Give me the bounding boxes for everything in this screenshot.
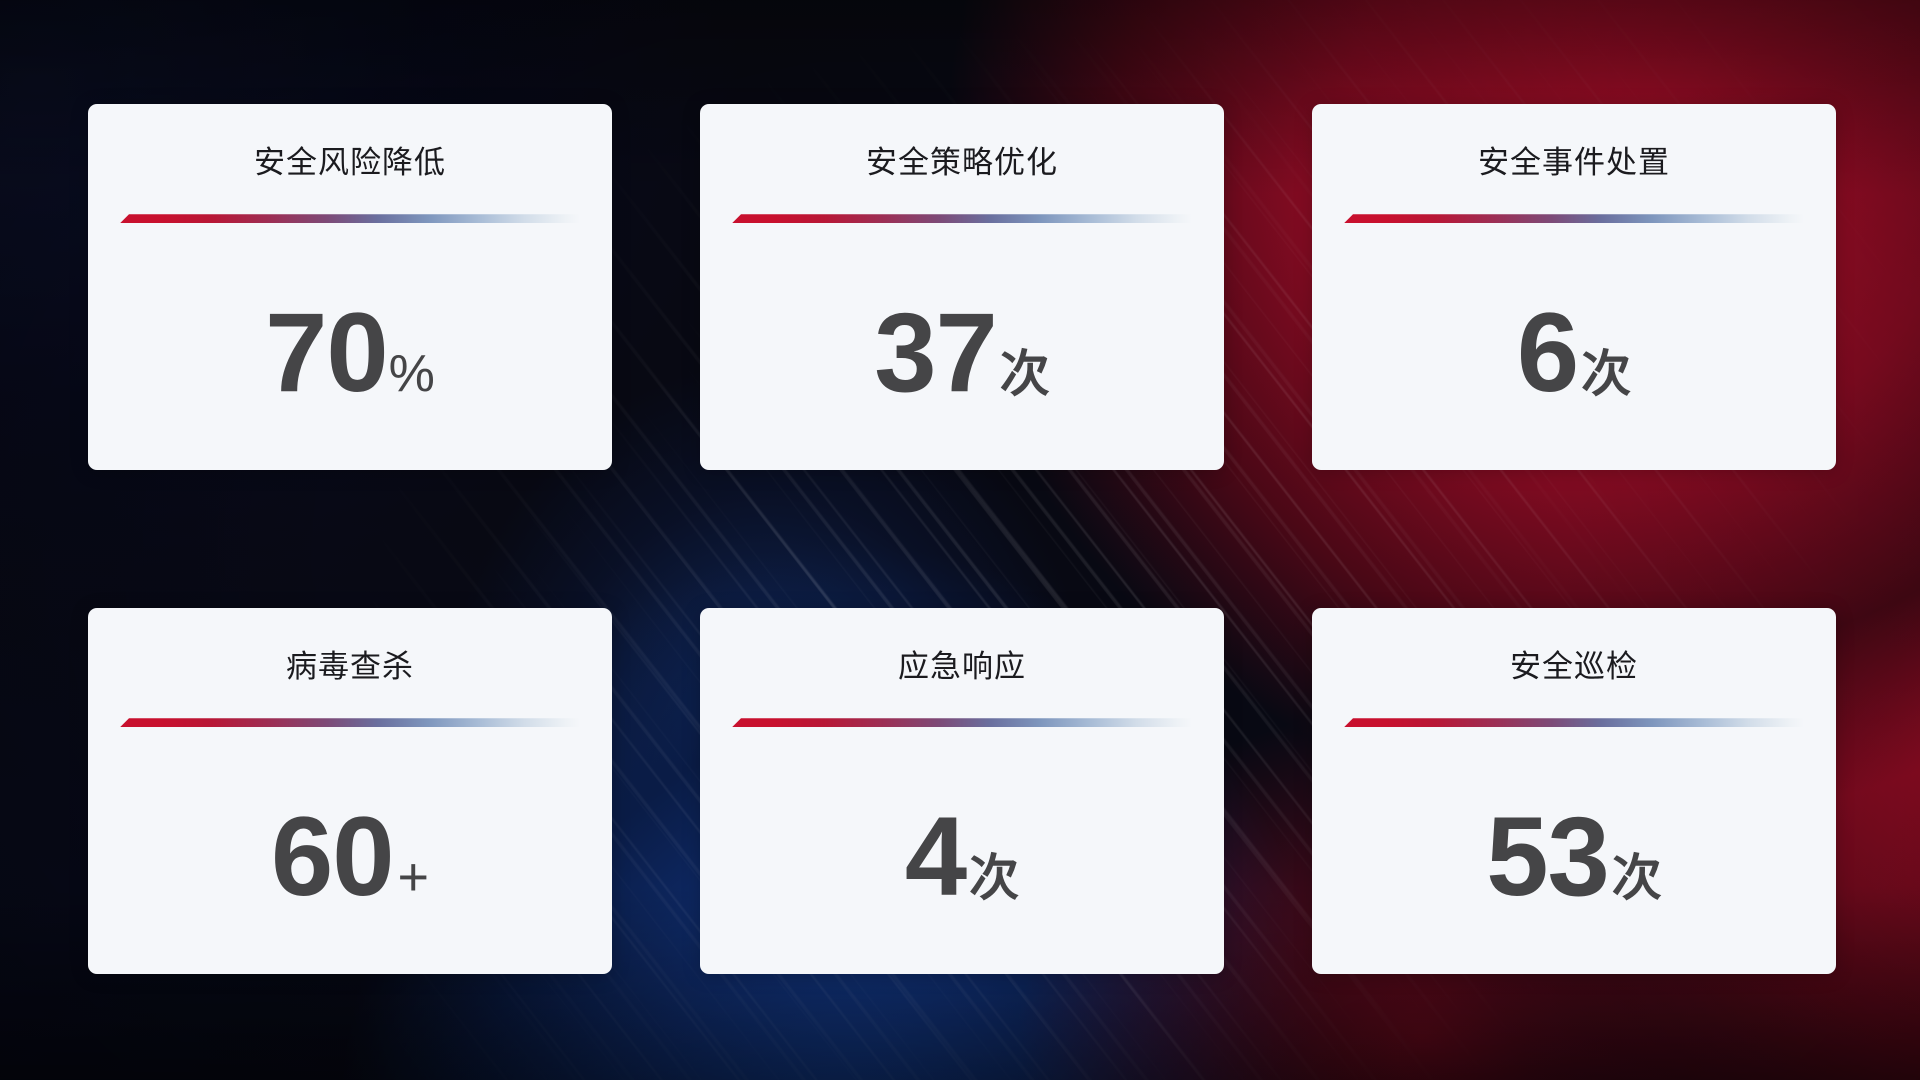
stat-card-value: 60 +	[270, 793, 430, 919]
stat-card-value: 6 次	[1516, 289, 1632, 415]
stat-value-unit: 次	[1581, 345, 1632, 402]
stat-value-number: 70	[265, 289, 389, 415]
stat-card-label: 安全巡检	[1510, 649, 1638, 684]
stat-card-security-policy-optimization[interactable]: 安全策略优化 37 次	[700, 104, 1224, 470]
stat-card-value: 37 次	[874, 289, 1050, 415]
stat-card-label: 病毒查杀	[286, 649, 414, 684]
stat-value-number: 53	[1486, 793, 1610, 919]
stat-card-grid: 安全风险降低 70 % 安全策略优化 37 次 安全事件处置 6 次 病毒查	[88, 104, 1836, 974]
stat-card-value: 70 %	[265, 289, 435, 415]
gradient-divider-bar	[120, 214, 580, 224]
stat-card-value: 4 次	[904, 793, 1020, 919]
stat-value-number: 4	[904, 793, 967, 919]
stat-card-label: 安全策略优化	[866, 145, 1058, 180]
gradient-divider-bar	[732, 718, 1192, 728]
gradient-divider-bar	[120, 718, 580, 728]
stat-card-label: 应急响应	[898, 649, 1026, 684]
stat-card-security-incident-handling[interactable]: 安全事件处置 6 次	[1312, 104, 1836, 470]
gradient-divider-bar	[732, 214, 1192, 224]
stat-card-value: 53 次	[1486, 793, 1662, 919]
stat-card-label: 安全事件处置	[1478, 145, 1670, 180]
stat-card-emergency-response[interactable]: 应急响应 4 次	[700, 608, 1224, 974]
stat-value-unit: 次	[1611, 849, 1662, 906]
stat-value-number: 60	[270, 793, 395, 919]
stat-card-label: 安全风险降低	[254, 145, 446, 180]
stat-value-number: 37	[874, 289, 998, 415]
gradient-divider-bar	[1344, 718, 1804, 728]
stat-value-unit: %	[388, 344, 435, 403]
gradient-divider-bar	[1344, 214, 1804, 224]
stat-value-unit: +	[397, 846, 430, 907]
stat-value-unit: 次	[999, 345, 1050, 402]
stat-card-virus-scanning[interactable]: 病毒查杀 60 +	[88, 608, 612, 974]
stat-value-unit: 次	[969, 849, 1020, 906]
stat-card-security-inspection[interactable]: 安全巡检 53 次	[1312, 608, 1836, 974]
stat-value-number: 6	[1516, 289, 1579, 415]
stat-card-security-risk-reduction[interactable]: 安全风险降低 70 %	[88, 104, 612, 470]
